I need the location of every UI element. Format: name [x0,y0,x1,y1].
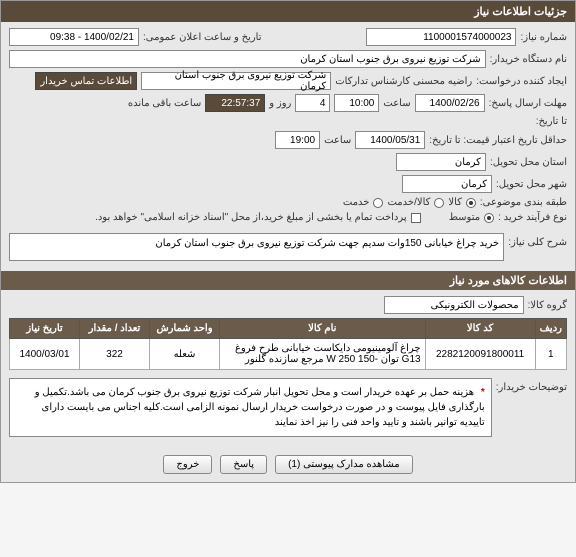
days-and-label: روز و [269,98,291,109]
radio-icon [373,198,383,208]
cell-name: چراغ آلومینیومی دایکاست خیابانی طرح فروغ… [220,339,426,370]
price-date: 1400/05/31 [355,131,425,149]
star-icon: * [481,387,485,398]
class-service-label: کالا/خدمت [387,197,430,208]
button-row: مشاهده مدارک پیوستی (1) پاسخ خروج [1,447,575,482]
group-label: گروه کالا: [528,300,567,311]
attachments-button[interactable]: مشاهده مدارک پیوستی (1) [275,455,413,474]
row-classification: طبقه بندی موضوعی: کالا کالا/خدمت خدمت [9,197,567,208]
notes-label: توضیحات خریدار: [496,378,567,393]
radio-icon [484,213,494,223]
delivery-province-label: استان محل تحویل: [490,157,567,168]
row-need-number: شماره نیاز: 1100001574000023 تاریخ و ساع… [9,28,567,46]
need-number-value: 1100001574000023 [366,28,516,46]
radio-icon [466,198,476,208]
cell-row: 1 [535,339,566,370]
class-service-radio[interactable]: کالا/خدمت [387,197,444,208]
need-number-label: شماره نیاز: [520,32,567,43]
row-price-validity: حداقل تاریخ اعتبار قیمت: تا تاریخ: 1400/… [9,131,567,149]
delivery-city-label: شهر محل تحویل: [496,179,567,190]
row-until: تا تاریخ: [9,116,567,127]
proc-small-radio[interactable]: متوسط [449,212,494,223]
panel-title: جزئیات اطلاعات نیاز [474,6,567,18]
radio-icon [434,198,444,208]
buyer-org-label: نام دستگاه خریدار: [490,54,567,65]
col-qty: تعداد / مقدار [80,319,150,339]
class-serviceonly-radio[interactable]: خدمت [343,197,384,208]
until-label: تا تاریخ: [536,116,567,127]
panel-header: جزئیات اطلاعات نیاز [1,1,575,22]
delivery-province: کرمان [396,153,486,171]
requester-org: شرکت توزیع نیروی برق جنوب استان کرمان [141,72,331,90]
col-unit: واحد شمارش [150,319,220,339]
buyer-contact-button[interactable]: اطلاعات تماس خریدار [35,72,137,90]
exit-button[interactable]: خروج [163,455,212,474]
price-time: 19:00 [275,131,320,149]
answer-date: 1400/02/26 [415,94,485,112]
price-validity-label: حداقل تاریخ اعتبار قیمت: تا تاریخ: [429,135,567,146]
remaining-label: ساعت باقی مانده [128,98,201,109]
form-body: شماره نیاز: 1100001574000023 تاریخ و ساع… [1,22,575,271]
row-answer-deadline: مهلت ارسال پاسخ: 1400/02/26 ساعت 10:00 4… [9,94,567,112]
table-row[interactable]: 1 2282120091800011 چراغ آلومینیومی دایکا… [10,339,567,370]
buy-process-label: نوع فرآیند خرید : [498,212,567,223]
row-notes: توضیحات خریدار: * هزینه حمل بر عهده خرید… [9,378,567,437]
row-group: گروه کالا: محصولات الکترونیکی [9,296,567,314]
days-count: 4 [295,94,330,112]
table-header-row: ردیف کد کالا نام کالا واحد شمارش تعداد /… [10,319,567,339]
col-row: ردیف [535,319,566,339]
col-name: نام کالا [220,319,426,339]
group-value: محصولات الکترونیکی [384,296,524,314]
row-buyer-org: نام دستگاه خریدار: شرکت توزیع نیروی برق … [9,50,567,68]
announce-value: 1400/02/21 - 09:38 [9,28,139,46]
items-table: ردیف کد کالا نام کالا واحد شمارش تعداد /… [9,318,567,370]
class-goods-radio[interactable]: کالا [448,197,476,208]
items-section-header: اطلاعات کالاهای مورد نیاز [1,271,575,290]
cell-qty: 322 [80,339,150,370]
main-panel: جزئیات اطلاعات نیاز شماره نیاز: 11000015… [0,0,576,483]
time-label-2: ساعت [324,135,351,146]
row-buy-process: نوع فرآیند خرید : متوسط پرداخت تمام یا ب… [9,212,567,223]
items-section-title: اطلاعات کالاهای مورد نیاز [450,275,567,287]
row-delivery-province: استان محل تحویل: کرمان [9,153,567,171]
row-delivery-city: شهر محل تحویل: کرمان [9,175,567,193]
class-serviceonly-label: خدمت [343,197,370,208]
general-desc-label: شرح کلی نیاز: [508,233,567,248]
time-label-1: ساعت [383,98,410,109]
col-code: کد کالا [425,319,535,339]
requester-name: راضیه محسنی کارشناس تدارکات [335,76,472,87]
notes-line1: هزینه حمل بر عهده خریدار است و محل تحویل… [35,387,485,428]
notes-box: * هزینه حمل بر عهده خریدار است و محل تحو… [9,378,492,437]
announce-label: تاریخ و ساعت اعلان عمومی: [143,32,262,43]
delivery-city: کرمان [402,175,492,193]
answer-time: 10:00 [334,94,379,112]
items-body: گروه کالا: محصولات الکترونیکی ردیف کد کا… [1,290,575,447]
countdown: 22:57:37 [205,94,265,112]
treasury-note: پرداخت تمام یا بخشی از مبلغ خرید،از محل … [95,212,407,223]
row-general-desc: شرح کلی نیاز: خرید چراغ خیابانی 150وات س… [9,233,567,261]
answer-deadline-label: مهلت ارسال پاسخ: [489,98,567,109]
answer-button[interactable]: پاسخ [220,455,267,474]
cell-date: 1400/03/01 [10,339,80,370]
cell-code: 2282120091800011 [425,339,535,370]
general-desc-value: خرید چراغ خیابانی 150وات سدیم جهت شرکت ت… [9,233,504,261]
col-date: تاریخ نیاز [10,319,80,339]
cell-unit: شعله [150,339,220,370]
requester-label: ایجاد کننده درخواست: [476,76,567,87]
class-goods-label: کالا [448,197,462,208]
row-requester: ایجاد کننده درخواست: راضیه محسنی کارشناس… [9,72,567,90]
proc-small-label: متوسط [449,212,480,223]
treasury-checkbox[interactable] [411,213,421,223]
buyer-org-value: شرکت توزیع نیروی برق جنوب استان کرمان [9,50,486,68]
classification-label: طبقه بندی موضوعی: [480,197,567,208]
